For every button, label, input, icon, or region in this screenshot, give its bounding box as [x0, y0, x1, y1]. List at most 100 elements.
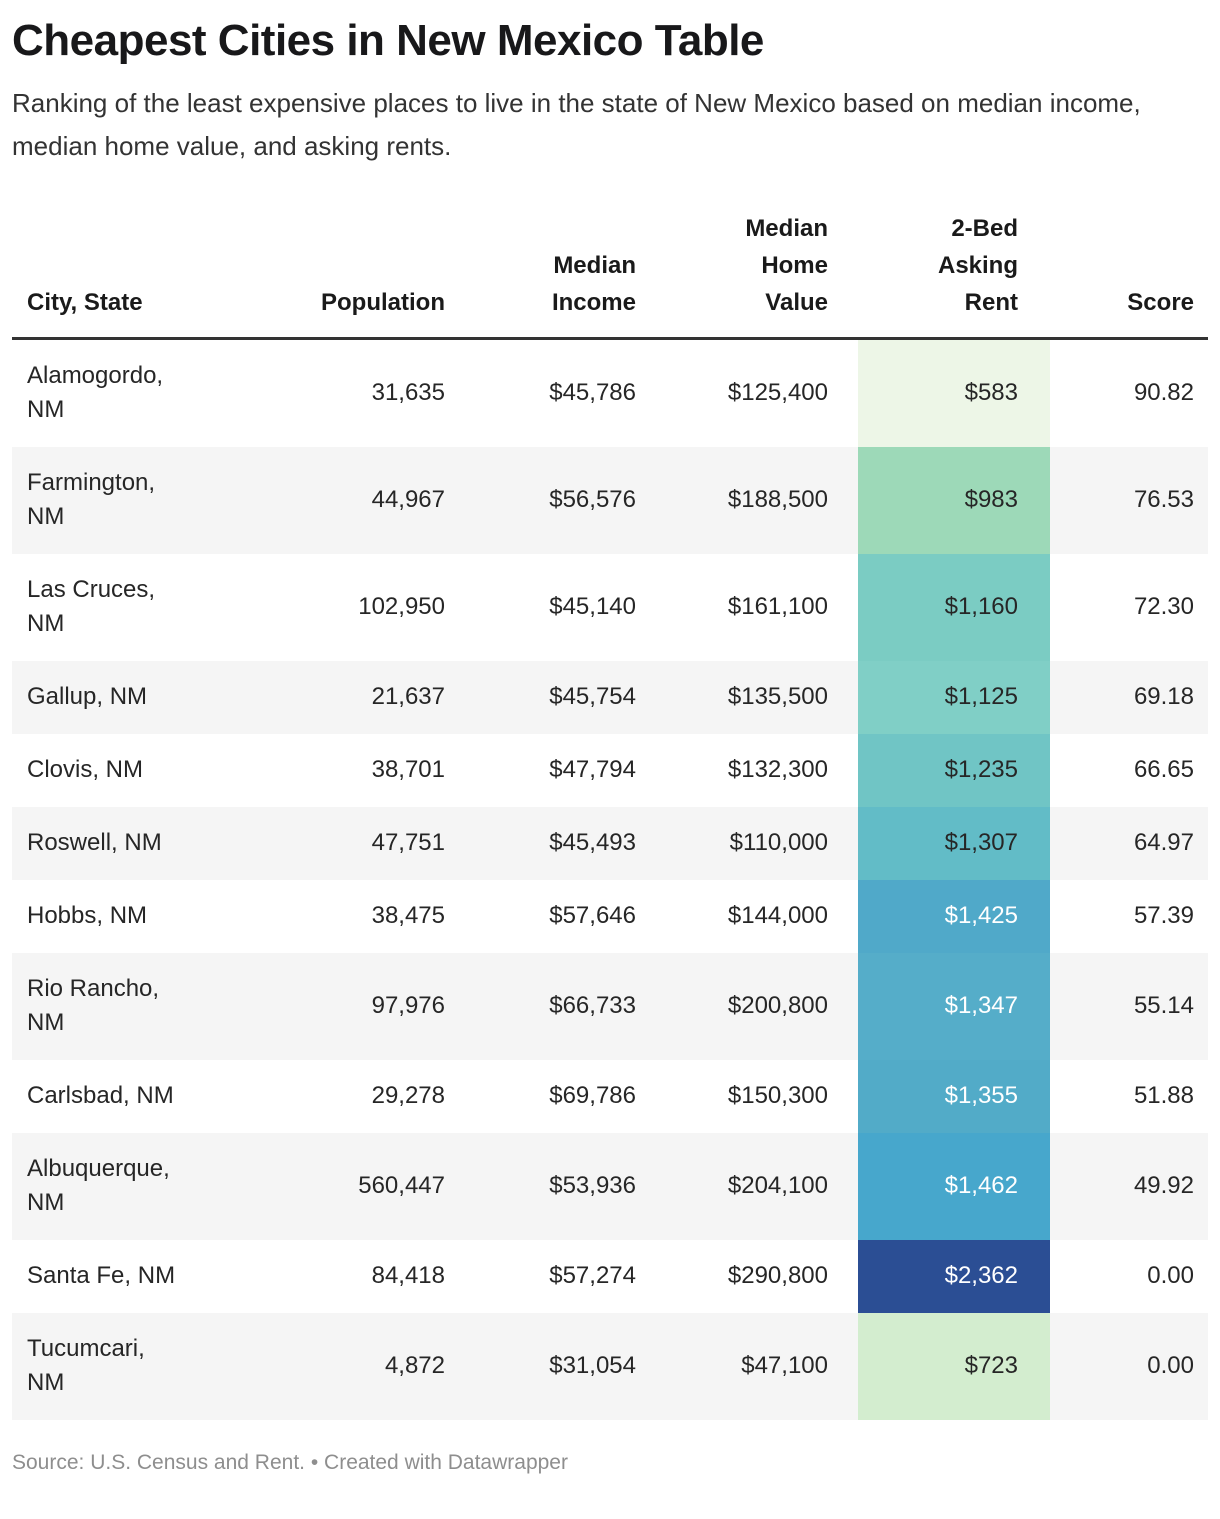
cell-home_value: $47,100 — [741, 1352, 828, 1379]
cell-population: 31,635 — [371, 379, 445, 406]
table-row: Rio Rancho, NM 97,976 $66,733 $200,800 $1,34… — [12, 953, 1208, 1060]
cell-city: Tucumcari, NM — [27, 1335, 145, 1396]
cell-score: 66.65 — [1133, 756, 1194, 783]
cell-income: $69,786 — [549, 1082, 636, 1109]
cell-score: 90.82 — [1133, 379, 1194, 406]
cell-population: 560,447 — [358, 1172, 445, 1199]
cell-score: 72.30 — [1133, 593, 1194, 620]
cell-population: 29,278 — [371, 1082, 445, 1109]
cell-income: $57,646 — [549, 902, 636, 929]
table-header-row: City, State Population Median Income Median… — [12, 210, 1208, 340]
cell-score: 64.97 — [1133, 829, 1194, 856]
source-note: Source: U.S. Census and Rent. • Created … — [12, 1450, 1208, 1476]
table-row: Albuquerque, NM 560,447 $53,936 $204,100 $1,… — [12, 1133, 1208, 1240]
cell-rent: $1,425 — [858, 880, 1050, 953]
cell-city: Rio Rancho, NM — [27, 975, 160, 1036]
table-header: City, State Population Median Income Median… — [12, 210, 1208, 340]
cell-rent: $1,307 — [858, 807, 1050, 880]
cell-population: 38,475 — [371, 902, 445, 929]
cell-home_value: $110,000 — [729, 829, 828, 856]
cell-income: $66,733 — [549, 992, 636, 1019]
cheapest-cities-table: City, State Population Median Income Median… — [12, 210, 1208, 1420]
cell-income: $56,576 — [549, 486, 636, 513]
cell-income: $57,274 — [549, 1262, 636, 1289]
cell-score: 0.00 — [1147, 1352, 1194, 1379]
cell-income: $45,786 — [549, 379, 636, 406]
column-header-home_value: Median Home Value — [650, 210, 858, 340]
cell-rent: $1,125 — [858, 661, 1050, 734]
table-row: Tucumcari, NM 4,872 $31,054 $47,100 $723 0.00 — [12, 1313, 1208, 1420]
column-header-city: City, State — [12, 210, 252, 340]
cell-income: $45,493 — [549, 829, 636, 856]
table-row: Carlsbad, NM 29,278 $69,786 $150,300 $1,355 5… — [12, 1060, 1208, 1133]
cell-income: $45,140 — [549, 593, 636, 620]
datawrapper-credit-link[interactable]: Created with Datawrapper — [324, 1451, 568, 1474]
cell-city: Santa Fe, NM — [27, 1262, 176, 1289]
cell-income: $47,794 — [549, 756, 636, 783]
column-header-score: Score — [1050, 210, 1208, 340]
cell-city: Carlsbad, NM — [27, 1082, 174, 1109]
cell-city: Farmington, NM — [27, 469, 156, 530]
cell-population: 84,418 — [371, 1262, 445, 1289]
cell-score: 69.18 — [1133, 683, 1194, 710]
cell-home_value: $204,100 — [727, 1172, 828, 1199]
cell-rent: $723 — [858, 1313, 1050, 1420]
cell-city: Alamogordo, NM — [27, 362, 164, 423]
cell-income: $53,936 — [549, 1172, 636, 1199]
table-row: Santa Fe, NM 84,418 $57,274 $290,800 $2,362 0… — [12, 1240, 1208, 1313]
cell-home_value: $161,100 — [727, 593, 828, 620]
bullet-separator: • — [305, 1451, 325, 1474]
cell-rent: $2,362 — [858, 1240, 1050, 1313]
cell-rent: $1,355 — [858, 1060, 1050, 1133]
cell-score: 55.14 — [1133, 992, 1194, 1019]
cell-population: 4,872 — [384, 1352, 445, 1379]
cell-home_value: $290,800 — [727, 1262, 828, 1289]
source-text: Source: U.S. Census and Rent. — [12, 1451, 305, 1474]
cell-rent: $1,235 — [858, 734, 1050, 807]
cell-city: Las Cruces, NM — [27, 576, 156, 637]
table-row: Clovis, NM 38,701 $47,794 $132,300 $1,235 66.… — [12, 734, 1208, 807]
table-row: Roswell, NM 47,751 $45,493 $110,000 $1,307 64… — [12, 807, 1208, 880]
chart-subtitle: Ranking of the least expensive places to… — [12, 88, 1141, 161]
cell-home_value: $188,500 — [727, 486, 828, 513]
table-row: Alamogordo, NM 31,635 $45,786 $125,400 $583 9… — [12, 338, 1208, 447]
cell-rent: $1,160 — [858, 554, 1050, 661]
column-header-income: Median Income — [459, 210, 650, 340]
cell-city: Clovis, NM — [27, 756, 144, 783]
cell-score: 76.53 — [1133, 486, 1194, 513]
cell-score: 49.92 — [1133, 1172, 1194, 1199]
cell-rent: $1,347 — [858, 953, 1050, 1060]
cell-city: Roswell, NM — [27, 829, 162, 856]
cell-home_value: $135,500 — [727, 683, 828, 710]
cell-home_value: $125,400 — [727, 379, 828, 406]
cell-population: 44,967 — [371, 486, 445, 513]
cell-income: $31,054 — [549, 1352, 636, 1379]
cell-city: Hobbs, NM — [27, 902, 148, 929]
cell-population: 21,637 — [371, 683, 445, 710]
cell-home_value: $200,800 — [727, 992, 828, 1019]
cell-rent: $983 — [858, 447, 1050, 554]
column-header-rent: 2-Bed Asking Rent — [858, 210, 1050, 340]
cell-rent: $1,462 — [858, 1133, 1050, 1240]
cell-city: Albuquerque, NM — [27, 1155, 170, 1216]
cell-population: 97,976 — [371, 992, 445, 1019]
cell-population: 102,950 — [358, 593, 445, 620]
cell-rent: $583 — [858, 338, 1050, 447]
cell-income: $45,754 — [549, 683, 636, 710]
cell-home_value: $132,300 — [727, 756, 828, 783]
table-row: Gallup, NM 21,637 $45,754 $135,500 $1,125 69.… — [12, 661, 1208, 734]
column-header-population: Population — [252, 210, 459, 340]
cell-home_value: $150,300 — [727, 1082, 828, 1109]
cell-score: 0.00 — [1147, 1262, 1194, 1289]
table-row: Farmington, NM 44,967 $56,576 $188,500 $983 7… — [12, 447, 1208, 554]
table-body: Alamogordo, NM 31,635 $45,786 $125,400 $583 9… — [12, 338, 1208, 1420]
cell-population: 47,751 — [371, 829, 445, 856]
cell-population: 38,701 — [371, 756, 445, 783]
cell-score: 57.39 — [1133, 902, 1194, 929]
table-row: Hobbs, NM 38,475 $57,646 $144,000 $1,425 57.3… — [12, 880, 1208, 953]
cell-score: 51.88 — [1133, 1082, 1194, 1109]
cell-city: Gallup, NM — [27, 683, 148, 710]
table-row: Las Cruces, NM 102,950 $45,140 $161,100 $1,1… — [12, 554, 1208, 661]
cell-home_value: $144,000 — [727, 902, 828, 929]
